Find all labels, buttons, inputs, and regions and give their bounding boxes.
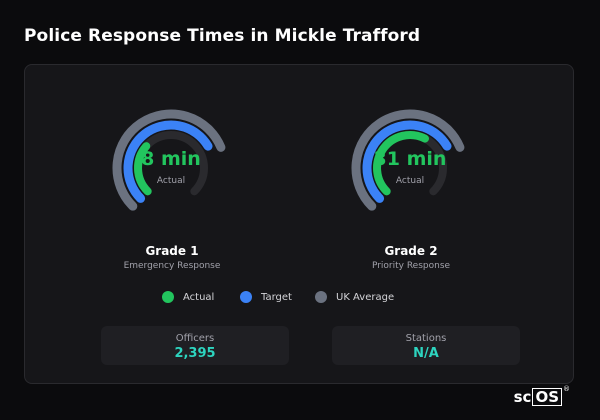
gauge-grade-2-uk-average-ring <box>351 109 465 211</box>
logo-registered-mark: ® <box>563 385 570 393</box>
legend-dot-target-icon <box>240 291 252 303</box>
stat-officers-value: 2,395 <box>174 346 216 361</box>
scos-logo: sc OS ® <box>513 385 570 406</box>
stat-stations-label: Stations <box>405 333 447 344</box>
page-title: Police Response Times in Mickle Trafford <box>24 26 421 46</box>
stat-officers-label: Officers <box>175 333 215 344</box>
gauge-grade-2: 31 min Actual <box>350 108 470 228</box>
stat-card-officers: Officers 2,395 <box>101 326 289 365</box>
grade-2-description: Priority Response <box>371 261 451 271</box>
gauge-grade-2-rings <box>351 109 465 211</box>
logo-prefix: sc <box>513 388 532 406</box>
gauge-grade-1-value: 8 min <box>141 148 201 170</box>
legend-dot-actual-icon <box>162 291 174 303</box>
stat-stations-value: N/A <box>413 346 439 361</box>
grade-1-description: Emergency Response <box>123 261 221 271</box>
legend-dot-uk-average-icon <box>315 291 327 303</box>
logo-boxed-text: OS <box>532 388 562 406</box>
gauge-grade-2-value: 31 min <box>373 148 447 170</box>
legend-label-uk-average: UK Average <box>336 291 395 303</box>
gauge-grade-2-actual-ring <box>373 131 429 196</box>
grade-2-title: Grade 2 <box>384 244 438 258</box>
legend-item-target: Target <box>240 291 292 303</box>
legend-label-target: Target <box>261 291 292 303</box>
legend-label-actual: Actual <box>183 291 215 303</box>
gauge-grade-1-uk-average-ring <box>112 109 226 211</box>
legend-item-uk-average: UK Average <box>315 291 394 303</box>
gauge-grade-1-value-label: Actual <box>156 176 186 186</box>
gauge-grade-2-target-ring <box>362 120 452 203</box>
stat-card-stations: Stations N/A <box>332 326 520 365</box>
gauge-grade-1: 8 min Actual <box>111 108 231 228</box>
gauge-grade-1-rings <box>112 109 226 211</box>
gauge-legend: Actual Target UK Average <box>0 291 600 307</box>
gauge-grade-2-value-label: Actual <box>395 176 425 186</box>
gauge-grade-1-actual-ring <box>134 142 152 196</box>
legend-item-actual: Actual <box>162 291 214 303</box>
gauge-grade-1-target-ring <box>123 120 213 203</box>
grade-1-title: Grade 1 <box>145 244 199 258</box>
